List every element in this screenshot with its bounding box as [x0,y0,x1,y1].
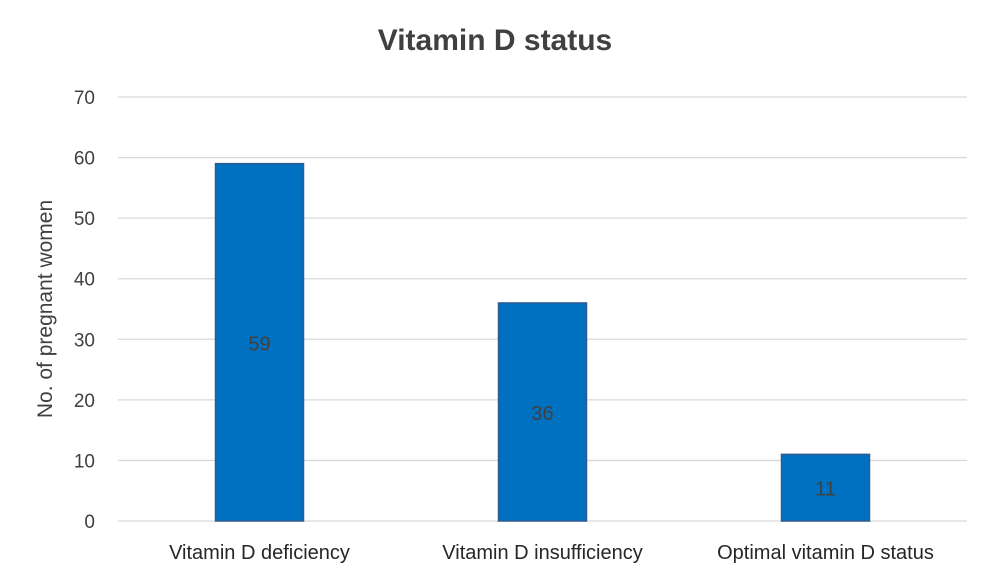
y-axis-ticks: 0 10 20 30 40 50 60 70 [74,88,95,533]
y-tick-label: 20 [74,391,95,412]
y-tick-label: 60 [74,149,95,170]
data-label: 36 [531,403,553,425]
bar [497,302,588,522]
x-category-label: Vitamin D deficiency [169,542,350,564]
x-axis-categories: Vitamin D deficiency Vitamin D insufficie… [169,542,934,564]
x-category-label: Vitamin D insufficiency [442,542,642,564]
data-label: 11 [815,479,836,501]
bar [780,453,871,522]
data-label: 59 [248,333,270,355]
y-tick-label: 50 [74,209,95,230]
data-labels: 59 36 11 [248,333,836,500]
x-category-label: Optimal vitamin D status [717,542,934,564]
y-tick-label: 10 [74,451,95,472]
y-axis-label: No. of pregnant women [34,200,57,418]
bars [214,162,871,522]
y-tick-label: 0 [84,512,95,533]
y-tick-label: 70 [74,88,95,109]
bar [214,162,305,522]
y-tick-label: 40 [74,270,95,291]
y-tick-label: 30 [74,330,95,351]
chart-title: Vitamin D status [378,24,613,57]
